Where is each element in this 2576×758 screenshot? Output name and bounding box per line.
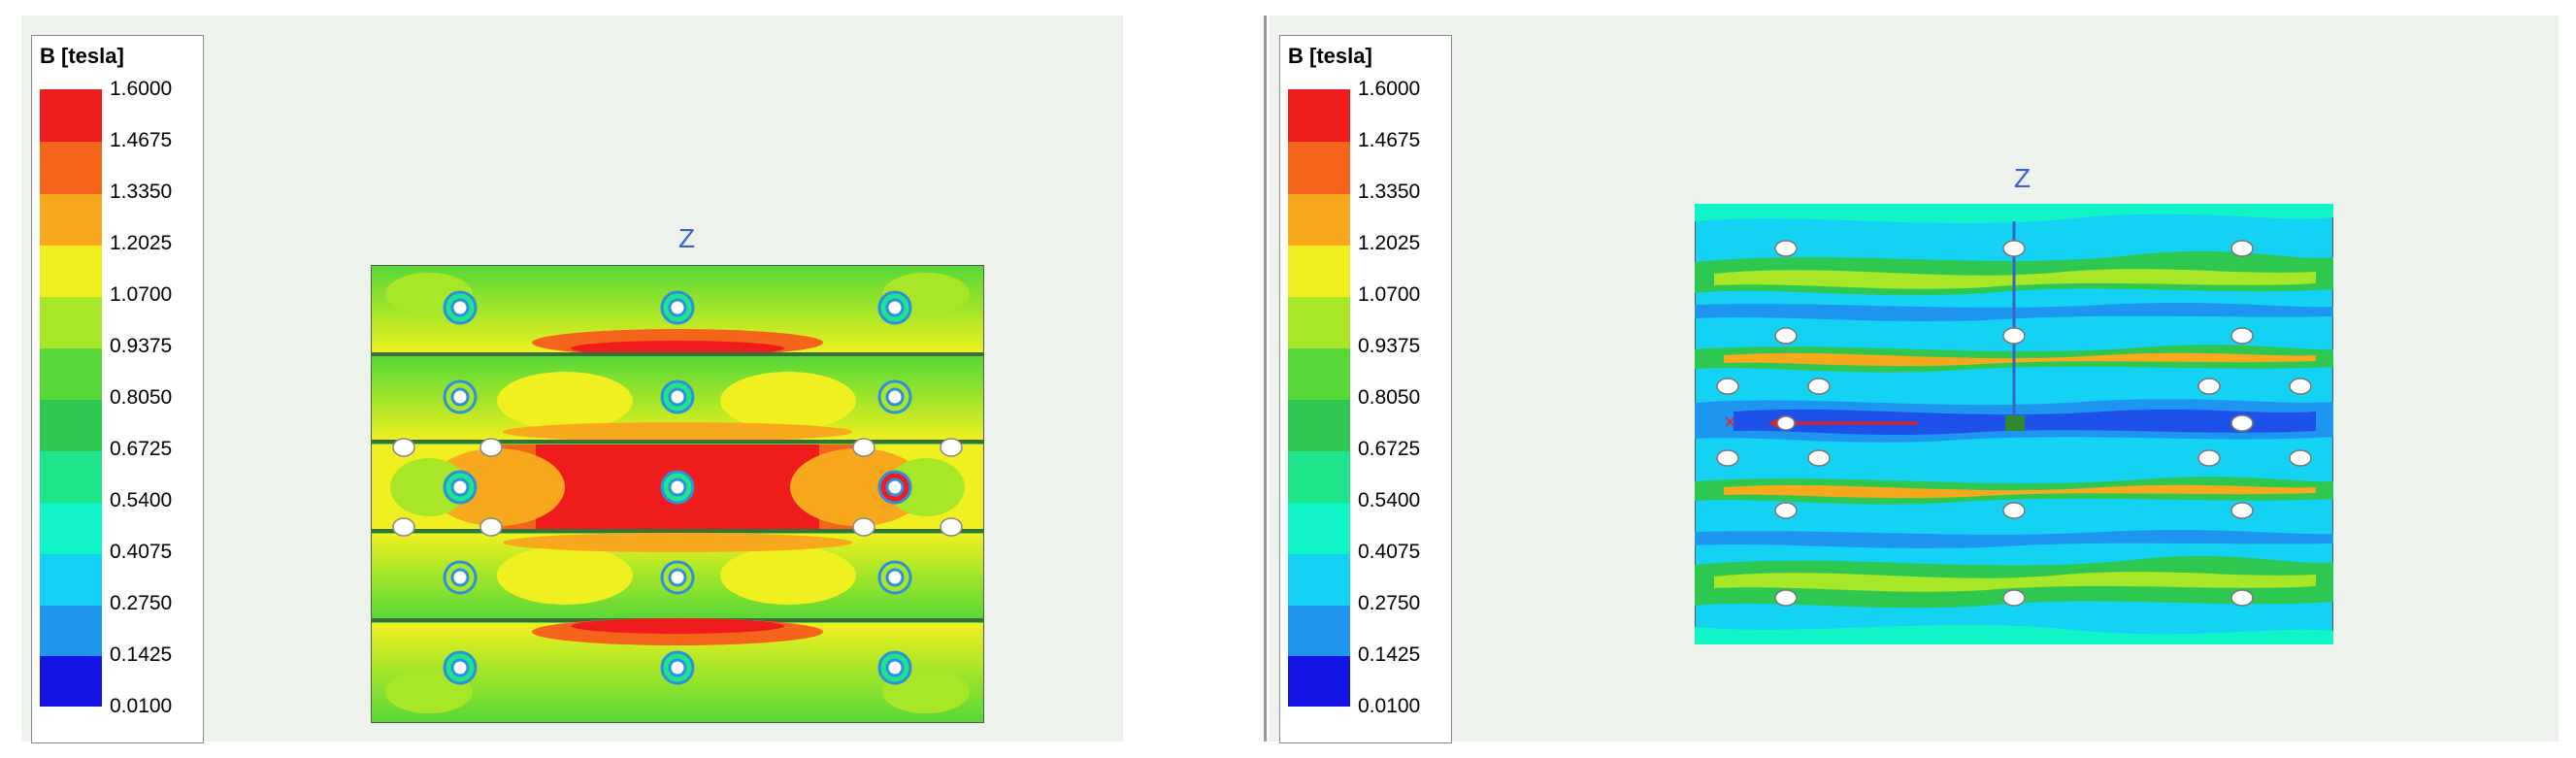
- bolt-hole: [1774, 502, 1798, 519]
- legend-label: 1.0700: [110, 283, 173, 306]
- bolt-hole: [1807, 378, 1831, 395]
- legend-label: 1.4675: [1358, 129, 1421, 151]
- bolt-hole: [2230, 240, 2254, 257]
- legend-swatch-3: [1288, 194, 1350, 246]
- legend-swatch-7: [40, 400, 102, 451]
- bolt-hole: [2289, 378, 2312, 395]
- bolt-hole: [2230, 502, 2254, 519]
- left-panel: B [tesla] 1.6000 1.4675 1.3350 1.2025 1.…: [21, 16, 1123, 743]
- legend-swatch-5: [40, 297, 102, 348]
- bolt-hole: [2197, 378, 2221, 395]
- legend-label: 0.1425: [110, 643, 173, 666]
- legend-label: 1.6000: [110, 78, 173, 100]
- legend-swatch-12: [40, 656, 102, 707]
- bolt-holes: [1716, 240, 2312, 607]
- legend-label: 1.0700: [1358, 283, 1421, 306]
- legend-label: 0.6725: [110, 438, 173, 460]
- bolt-hole: [1716, 378, 1739, 395]
- legend-label: 0.0100: [1358, 695, 1421, 717]
- legend-swatch-8: [40, 451, 102, 503]
- legend-swatch-10: [1288, 554, 1350, 606]
- bolt-hole: [2002, 327, 2026, 345]
- bolt-hole: [2197, 449, 2221, 467]
- legend-swatch-2: [40, 142, 102, 194]
- bolt-holes: [443, 290, 912, 685]
- legend-swatch-11: [1288, 606, 1350, 656]
- bolt-hole: [1716, 449, 1739, 467]
- legend-label: 0.8050: [110, 386, 173, 409]
- legend-swatch-9: [40, 503, 102, 554]
- legend-swatch-8: [1288, 451, 1350, 503]
- bolt-hole: [2002, 589, 2026, 607]
- left-field-plot: [371, 265, 984, 723]
- legend-label: 1.6000: [1358, 78, 1421, 100]
- bolt-hole: [2002, 502, 2026, 519]
- legend-label: 0.5400: [110, 489, 173, 511]
- legend-swatch-4: [40, 246, 102, 297]
- legend-swatch-6: [40, 348, 102, 400]
- bolt-hole: [1774, 589, 1798, 607]
- bolt-hole: [2230, 327, 2254, 345]
- legend-label: 0.1425: [1358, 643, 1421, 666]
- legend-color-bar: [1288, 89, 1350, 707]
- bolt-hole: [2230, 414, 2254, 432]
- legend-label: 0.8050: [1358, 386, 1421, 409]
- bolt-hole: [1807, 449, 1831, 467]
- legend-title: B [tesla]: [40, 44, 124, 68]
- legend-swatch-1: [1288, 89, 1350, 142]
- x-marker-icon: ×: [1724, 410, 1736, 434]
- legend-swatch-4: [1288, 246, 1350, 297]
- legend-label: 0.2750: [1358, 592, 1421, 614]
- legend-swatch-9: [1288, 503, 1350, 554]
- z-axis-label: Z: [2014, 163, 2031, 193]
- legend-label: 1.2025: [1358, 232, 1421, 254]
- legend-label: 0.0100: [110, 695, 173, 717]
- legend-label: 1.3350: [1358, 181, 1421, 203]
- legend-label: 0.9375: [1358, 335, 1421, 357]
- legend-title: B [tesla]: [1288, 44, 1372, 68]
- right-field-plot: ×: [1695, 204, 2333, 644]
- panel-divider: [1264, 16, 1267, 742]
- legend-swatch-7: [1288, 400, 1350, 451]
- legend-swatch-12: [1288, 656, 1350, 707]
- bolt-hole: [2289, 449, 2312, 467]
- bolt-hole: [1776, 415, 1796, 431]
- bolt-hole: [1774, 240, 1798, 257]
- legend-swatch-3: [40, 194, 102, 246]
- right-legend: B [tesla] 1.6000 1.4675 1.3350 1.2025 1.…: [1279, 35, 1452, 743]
- legend-label: 1.2025: [110, 232, 173, 254]
- legend-label: 0.5400: [1358, 489, 1421, 511]
- right-panel: B [tesla] 1.6000 1.4675 1.3350 1.2025 1.…: [1270, 16, 2559, 743]
- legend-label: 1.3350: [110, 181, 173, 203]
- legend-label: 0.2750: [110, 592, 173, 614]
- bolt-hole: [1774, 327, 1798, 345]
- legend-label: 0.6725: [1358, 438, 1421, 460]
- legend-swatch-2: [1288, 142, 1350, 194]
- legend-label: 1.4675: [110, 129, 173, 151]
- left-legend: B [tesla] 1.6000 1.4675 1.3350 1.2025 1.…: [31, 35, 204, 743]
- legend-label: 0.4075: [110, 541, 173, 563]
- legend-label: 0.9375: [110, 335, 173, 357]
- legend-label: 0.4075: [1358, 541, 1421, 563]
- legend-swatch-1: [40, 89, 102, 142]
- bolt-hole: [2002, 240, 2026, 257]
- green-center-marker: [2005, 415, 2025, 431]
- bolt-hole: [2230, 589, 2254, 607]
- z-axis-label: Z: [678, 223, 696, 253]
- legend-swatch-5: [1288, 297, 1350, 348]
- legend-swatch-11: [40, 606, 102, 656]
- legend-swatch-6: [1288, 348, 1350, 400]
- legend-swatch-10: [40, 554, 102, 606]
- slot-holes: [392, 438, 963, 537]
- legend-color-bar: [40, 89, 102, 707]
